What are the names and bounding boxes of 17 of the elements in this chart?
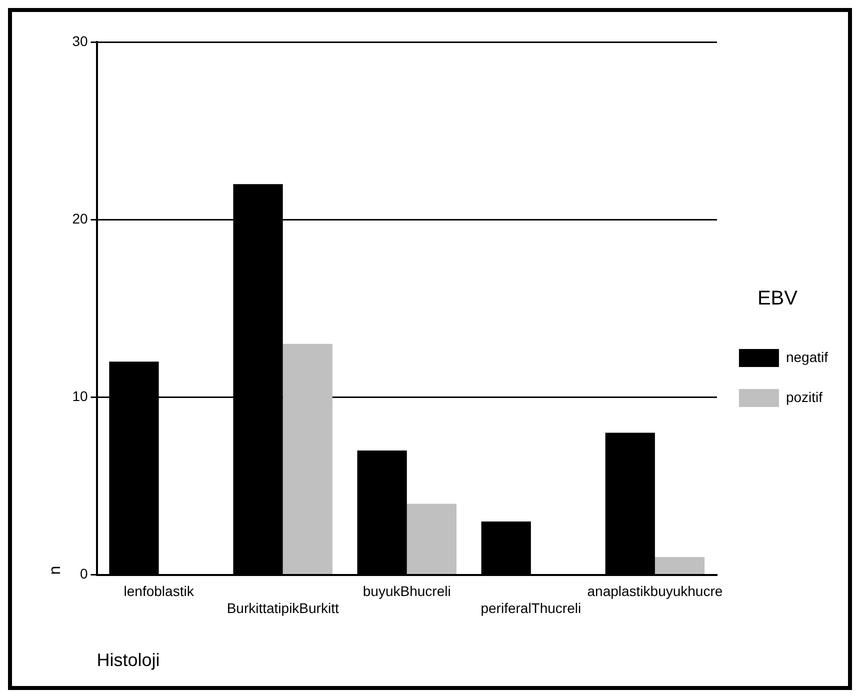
x-tick-label: buyukBhucreli xyxy=(362,583,451,600)
x-tick-label: BurkittatipikBurkitt xyxy=(226,600,339,616)
legend-label: pozitif xyxy=(786,388,823,405)
x-tick-label: anaplastikbuyukhucre xyxy=(587,583,723,600)
bar xyxy=(654,557,705,574)
legend-title: EBV xyxy=(757,288,798,310)
bar xyxy=(282,344,332,574)
x-tick-label: periferalThucreli xyxy=(480,600,582,616)
y-axis-title: n xyxy=(47,566,64,575)
y-tick-label: 10 xyxy=(72,388,88,404)
bar xyxy=(406,504,456,574)
x-tick-label: lenfoblastik xyxy=(124,583,195,600)
y-tick-label: 0 xyxy=(80,566,88,582)
y-tick-label: 30 xyxy=(72,32,88,49)
x-axis-title: Histoloji xyxy=(96,650,160,670)
y-tick-label: 20 xyxy=(72,210,88,226)
legend-label: negatif xyxy=(786,348,828,365)
